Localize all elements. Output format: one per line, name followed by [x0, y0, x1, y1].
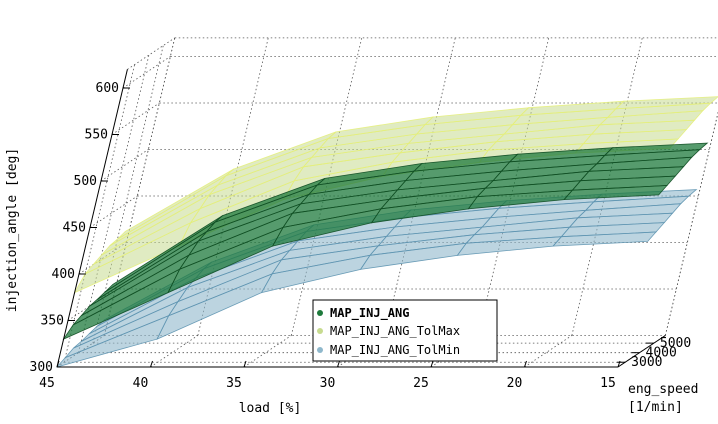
x-tick-label: 25 [413, 376, 429, 391]
z-tick-label: 350 [41, 314, 64, 329]
x-tick-label: 35 [226, 376, 242, 391]
grid-line [111, 102, 160, 135]
legend-marker [317, 328, 323, 334]
y-axis-line [617, 335, 666, 368]
x-tick-label: 30 [320, 376, 336, 391]
legend-marker [317, 347, 323, 353]
z-tick-label: 550 [85, 128, 108, 143]
box-edge [664, 111, 718, 336]
x-tick-label: 45 [39, 376, 55, 391]
legend-box [312, 299, 498, 362]
z-tick-label: 400 [52, 267, 75, 282]
z-tick-label: 600 [96, 81, 119, 96]
grid-line [78, 54, 150, 353]
surface-patch [552, 231, 657, 247]
x-tick-mark [56, 360, 60, 368]
box-edge [103, 37, 176, 336]
x-tick-mark [337, 360, 340, 368]
box-edge [127, 37, 175, 70]
legend-label: MAP_INJ_ANG_TolMin [330, 343, 460, 357]
x-tick-label: 40 [133, 376, 149, 391]
y-tick-label: 3000 [631, 355, 662, 370]
x-tick-label: 20 [507, 376, 523, 391]
grid-line [122, 56, 171, 89]
x-tick-label: 15 [600, 376, 616, 391]
surface-map-inj-ang-tolmax [73, 96, 718, 294]
grid-line [63, 64, 135, 363]
legend-label: MAP_INJ_ANG [330, 306, 409, 321]
grid-line [100, 149, 149, 182]
y-tick-label: 4000 [646, 346, 677, 361]
grid-line [89, 195, 138, 228]
axes: 300 350 400 450 500 550 600 45 40 35 30 25 20 15 30004… [30, 69, 691, 391]
legend-item-map-inj-ang: MAP_INJ_ANG [317, 306, 409, 321]
grid-line [664, 111, 718, 336]
grid-line [92, 45, 164, 344]
surface-map-inj-ang [62, 142, 709, 341]
x-tick-mark [524, 360, 527, 368]
grid-line [150, 335, 199, 368]
z-axis-line [56, 69, 128, 368]
legend-item-tolmax: MAP_INJ_ANG_TolMax [317, 324, 460, 338]
z-tick-label: 500 [74, 174, 97, 189]
legend-label: MAP_INJ_ANG_TolMax [330, 324, 460, 338]
y-tick-label: 5000 [660, 336, 691, 351]
x-tick-mark [430, 360, 434, 368]
y-axis-label-line1: eng_speed [628, 382, 698, 397]
x-tick-mark [150, 360, 153, 368]
grid-line [524, 335, 573, 368]
x-axis-label: load [%] [239, 401, 302, 416]
x-tick-mark [243, 360, 247, 368]
surface-patch [563, 185, 668, 201]
surfaces [55, 96, 718, 368]
grid-line [243, 335, 292, 368]
z-tick-label: 450 [63, 221, 86, 236]
z-axis-label: injection_angle [deg] [5, 148, 20, 312]
legend: MAP_INJ_ANG MAP_INJ_ANG_TolMax MAP_INJ_A… [312, 299, 498, 362]
z-tick-label: 300 [30, 360, 53, 375]
legend-item-tolmin: MAP_INJ_ANG_TolMin [317, 343, 460, 357]
y-axis-label-line2: [1/min] [628, 400, 683, 415]
legend-marker [317, 310, 323, 316]
